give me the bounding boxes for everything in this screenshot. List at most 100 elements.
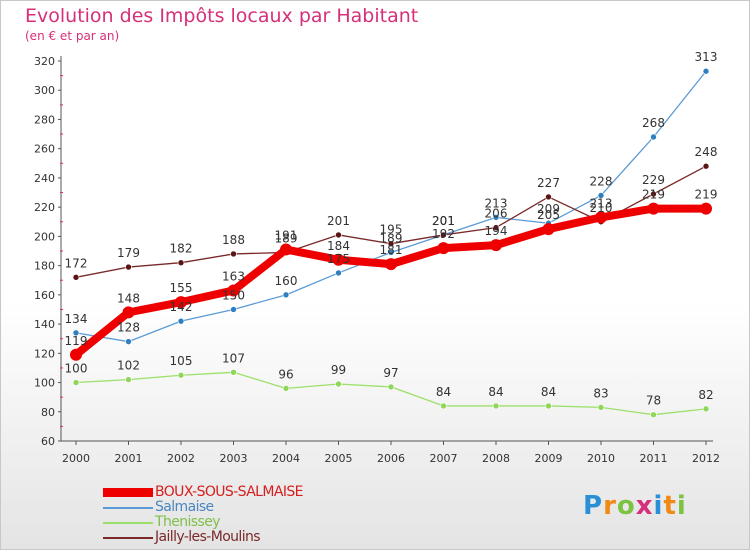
data-point bbox=[125, 263, 132, 271]
series-markers bbox=[70, 67, 712, 418]
x-tick-label: 2002 bbox=[167, 452, 195, 465]
y-tick-label: 220 bbox=[34, 201, 55, 214]
data-label: 128 bbox=[117, 321, 140, 335]
legend-label: Salmaise bbox=[155, 499, 214, 515]
axes: 60 80 100 120 140 160 180 200 220 240 260 280 300 320… bbox=[34, 55, 720, 465]
data-labels: 100 102 105 107 96 99 97 84 84 84 83 78 82 134 128 142 1… bbox=[65, 50, 718, 407]
data-label: 160 bbox=[275, 274, 298, 288]
data-point bbox=[650, 133, 657, 141]
x-tick-label: 2011 bbox=[640, 452, 668, 465]
x-tick-label: 2009 bbox=[535, 452, 563, 465]
data-point bbox=[595, 211, 607, 224]
data-point bbox=[650, 190, 657, 198]
data-point bbox=[227, 284, 240, 297]
logo-letter: i bbox=[653, 491, 664, 521]
data-label: 188 bbox=[222, 233, 245, 247]
data-label: 205 bbox=[537, 208, 560, 222]
data-label: 99 bbox=[331, 363, 346, 377]
data-point bbox=[335, 269, 342, 277]
data-point bbox=[702, 67, 710, 75]
logo-letter: r bbox=[603, 491, 617, 521]
y-tick-label: 140 bbox=[34, 318, 55, 331]
logo-letter: t bbox=[663, 491, 677, 521]
data-point bbox=[490, 239, 502, 252]
y-tick-label: 120 bbox=[34, 347, 55, 360]
data-point bbox=[385, 258, 397, 271]
logo-letter: x bbox=[635, 491, 654, 521]
data-label: 97 bbox=[383, 366, 398, 380]
data-point bbox=[230, 250, 237, 258]
data-point bbox=[282, 291, 290, 299]
data-label: 201 bbox=[432, 214, 455, 228]
data-point bbox=[230, 306, 237, 313]
data-label: 148 bbox=[117, 291, 140, 305]
data-label: 82 bbox=[698, 388, 713, 402]
data-label: 119 bbox=[65, 334, 88, 348]
data-label: 213 bbox=[485, 196, 508, 210]
x-tick-label: 2005 bbox=[325, 452, 353, 465]
data-label: 192 bbox=[432, 227, 455, 241]
data-label: 83 bbox=[593, 386, 608, 400]
data-point bbox=[650, 411, 657, 418]
data-point bbox=[492, 402, 500, 410]
data-point bbox=[125, 376, 132, 383]
data-point bbox=[597, 192, 605, 199]
data-label: 179 bbox=[117, 246, 140, 260]
y-tick-label: 280 bbox=[34, 113, 55, 126]
y-tick-label: 320 bbox=[34, 55, 55, 68]
data-label: 210 bbox=[590, 201, 613, 215]
data-point bbox=[335, 380, 342, 388]
x-tick-label: 2004 bbox=[272, 452, 300, 465]
data-point bbox=[72, 379, 80, 386]
data-label: 142 bbox=[170, 300, 193, 314]
data-point bbox=[72, 274, 80, 281]
data-point bbox=[280, 243, 292, 256]
x-tick-label: 2012 bbox=[692, 452, 720, 465]
x-tick-label: 2003 bbox=[220, 452, 248, 465]
data-label: 96 bbox=[278, 367, 293, 381]
x-tick-label: 2007 bbox=[430, 452, 458, 465]
data-label: 206 bbox=[485, 207, 508, 221]
data-point bbox=[177, 371, 185, 379]
data-label: 84 bbox=[436, 385, 451, 399]
data-point bbox=[437, 242, 450, 255]
legend-swatch bbox=[103, 507, 153, 509]
data-point bbox=[72, 329, 80, 337]
data-point bbox=[70, 348, 82, 361]
y-tick-label: 100 bbox=[34, 377, 55, 390]
data-label: 201 bbox=[432, 214, 455, 228]
x-tick-label: 2008 bbox=[482, 452, 510, 465]
data-label: 102 bbox=[117, 359, 140, 373]
data-point bbox=[335, 231, 342, 239]
y-tick-label: 80 bbox=[41, 406, 55, 419]
y-tick-label: 60 bbox=[41, 435, 55, 448]
legend-swatch bbox=[103, 537, 153, 539]
data-label: 150 bbox=[222, 288, 245, 302]
data-label: 78 bbox=[646, 394, 661, 408]
data-point bbox=[177, 259, 185, 266]
data-label: 194 bbox=[485, 224, 508, 238]
data-point bbox=[492, 214, 500, 221]
chart-title: Evolution des Impôts locaux par Habitant bbox=[25, 5, 419, 27]
data-label: 163 bbox=[222, 269, 245, 283]
data-label: 228 bbox=[590, 174, 613, 188]
x-tick-label: 2006 bbox=[377, 452, 405, 465]
data-point bbox=[387, 240, 395, 247]
data-point bbox=[122, 306, 135, 319]
data-label: 182 bbox=[170, 242, 193, 256]
logo-letter: i bbox=[676, 491, 687, 521]
data-point bbox=[700, 202, 712, 215]
data-label: 201 bbox=[327, 214, 350, 228]
data-point bbox=[492, 224, 500, 231]
data-point bbox=[702, 162, 710, 170]
data-label: 84 bbox=[488, 385, 503, 399]
data-point bbox=[125, 338, 132, 345]
data-point bbox=[542, 223, 555, 236]
logo-letter: P bbox=[583, 491, 604, 521]
data-label: 313 bbox=[695, 50, 718, 64]
y-tick-label: 260 bbox=[34, 143, 55, 156]
data-label: 227 bbox=[537, 176, 560, 190]
x-tick-label: 2001 bbox=[115, 452, 143, 465]
